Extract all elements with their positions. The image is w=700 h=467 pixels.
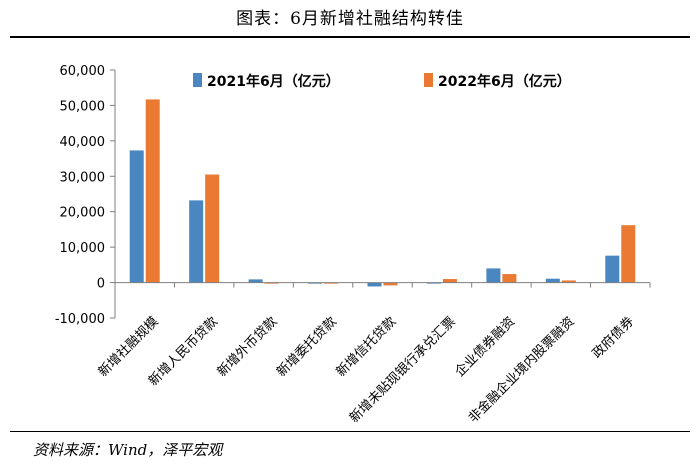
- bar-2022-8: [621, 225, 636, 283]
- bar-2022-2: [264, 282, 279, 284]
- bar-2021-2: [248, 279, 263, 283]
- bar-2022-6: [502, 274, 517, 283]
- bar-2021-4: [367, 282, 382, 287]
- legend-label: 2022年6月（亿元）: [438, 73, 571, 90]
- bar-2021-8: [605, 255, 620, 283]
- legend-label: 2021年6月（亿元）: [207, 73, 340, 90]
- chart-title: 图表：6月新增社融结构转佳: [236, 9, 464, 29]
- y-tick-label: -10,000: [55, 312, 105, 327]
- bars: [129, 99, 636, 287]
- category-label: 新增委托贷款: [273, 314, 339, 380]
- category-label: 非金融企业境内股票融资: [465, 314, 577, 426]
- bar-2022-3: [324, 282, 339, 284]
- category-label: 新增社融规模: [95, 314, 161, 380]
- bar-2021-5: [426, 282, 441, 284]
- footer-rule: [10, 431, 690, 432]
- y-tick-label: 30,000: [60, 170, 106, 185]
- bar-2022-5: [442, 279, 457, 283]
- bar-2021-0: [129, 150, 144, 283]
- bar-2021-1: [189, 200, 204, 283]
- y-tick-label: 50,000: [60, 99, 106, 114]
- legend-swatch: [193, 73, 202, 87]
- bar-2021-6: [486, 268, 501, 283]
- y-tick-label: 0: [97, 277, 105, 292]
- bar-2021-7: [545, 278, 560, 283]
- bar-2022-1: [205, 174, 220, 283]
- bar-2022-7: [561, 280, 576, 283]
- y-tick-label: 20,000: [60, 206, 106, 221]
- category-label: 新增信托贷款: [333, 314, 399, 380]
- bar-2022-4: [383, 282, 398, 286]
- y-tick-label: 60,000: [60, 64, 106, 79]
- y-axis: 60,000 50,000 40,000 30,000 20,000 10,000 0 -10…: [55, 64, 116, 327]
- bar-chart: 60,000 50,000 40,000 30,000 20,000 10,000 0 -10…: [55, 64, 651, 426]
- title-rule: [10, 36, 690, 38]
- legend-swatch: [424, 73, 433, 87]
- category-label: 新增未贴现银行承兑汇票: [346, 314, 458, 426]
- bar-2022-0: [145, 99, 160, 283]
- x-axis: 新增社融规模新增人民币贷款新增外币贷款新增委托贷款新增信托贷款新增未贴现银行承兑…: [95, 282, 651, 426]
- category-label: 政府债券: [589, 314, 637, 362]
- category-label: 新增外币贷款: [214, 314, 280, 380]
- legend: 2021年6月（亿元） 2022年6月（亿元）: [193, 73, 571, 90]
- category-label: 企业债券融资: [452, 314, 518, 380]
- y-tick-label: 40,000: [60, 135, 106, 150]
- y-tick-label: 10,000: [60, 241, 106, 256]
- bar-2021-3: [308, 282, 323, 284]
- source-note: 资料来源：Wind，泽平宏观: [33, 441, 223, 459]
